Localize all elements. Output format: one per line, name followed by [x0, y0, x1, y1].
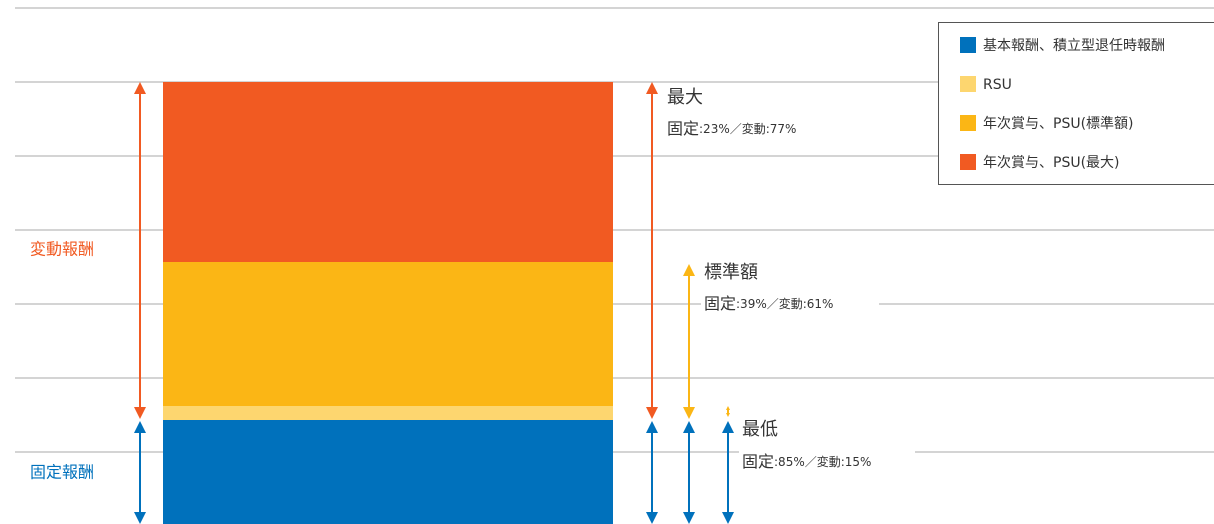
legend: 基本報酬、積立型退任時報酬 RSU 年次賞与、PSU(標準額) 年次賞与、PSU…: [938, 22, 1214, 185]
detail: :39%／変動:61%: [736, 296, 833, 311]
arrow: [134, 407, 146, 419]
arrow: [722, 421, 734, 433]
label-bg: [20, 236, 130, 264]
legend-label: 年次賞与、PSU(最大): [983, 155, 1120, 171]
arrow: [683, 407, 695, 419]
lead: 固定: [667, 119, 699, 138]
arrow: [646, 407, 658, 419]
annotation-detail: 固定:85%／変動:15%: [742, 452, 871, 471]
fixed-label: 固定報酬: [30, 463, 94, 482]
legend-swatch: [960, 76, 976, 92]
arrow: [683, 421, 695, 433]
arrow: [726, 413, 730, 417]
annotation-title: 標準額: [704, 262, 758, 283]
segment-standard: [163, 262, 613, 406]
arrow: [683, 264, 695, 276]
segment-max: [163, 82, 613, 262]
label-bg: [20, 459, 130, 487]
arrow: [683, 512, 695, 524]
legend-swatch: [960, 115, 976, 131]
arrow: [646, 512, 658, 524]
lead: 固定: [742, 452, 774, 471]
arrow: [722, 512, 734, 524]
detail: :23%／変動:77%: [699, 121, 796, 136]
label-bg: [739, 449, 915, 475]
arrow: [134, 82, 146, 94]
legend-label: RSU: [983, 77, 1012, 93]
arrow: [134, 421, 146, 433]
segment-base: [163, 420, 613, 524]
arrow: [134, 512, 146, 524]
lead: 固定: [704, 294, 736, 313]
legend-box: [938, 22, 1214, 185]
label-bg: [701, 291, 879, 317]
arrow: [726, 406, 730, 410]
detail: :85%／変動:15%: [774, 454, 871, 469]
annotation-title: 最低: [742, 419, 778, 440]
annotation-detail: 固定:39%／変動:61%: [704, 294, 833, 313]
arrow: [646, 82, 658, 94]
arrows: [134, 82, 734, 524]
legend-label: 年次賞与、PSU(標準額): [983, 116, 1134, 132]
arrow: [646, 421, 658, 433]
annotation-title: 最大: [667, 87, 703, 108]
label-bg: [664, 116, 844, 142]
variable-label: 変動報酬: [30, 240, 94, 259]
annotation-detail: 固定:23%／変動:77%: [667, 119, 796, 138]
legend-swatch: [960, 154, 976, 170]
segment-rsu: [163, 406, 613, 420]
legend-label: 基本報酬、積立型退任時報酬: [983, 37, 1165, 54]
legend-swatch: [960, 37, 976, 53]
